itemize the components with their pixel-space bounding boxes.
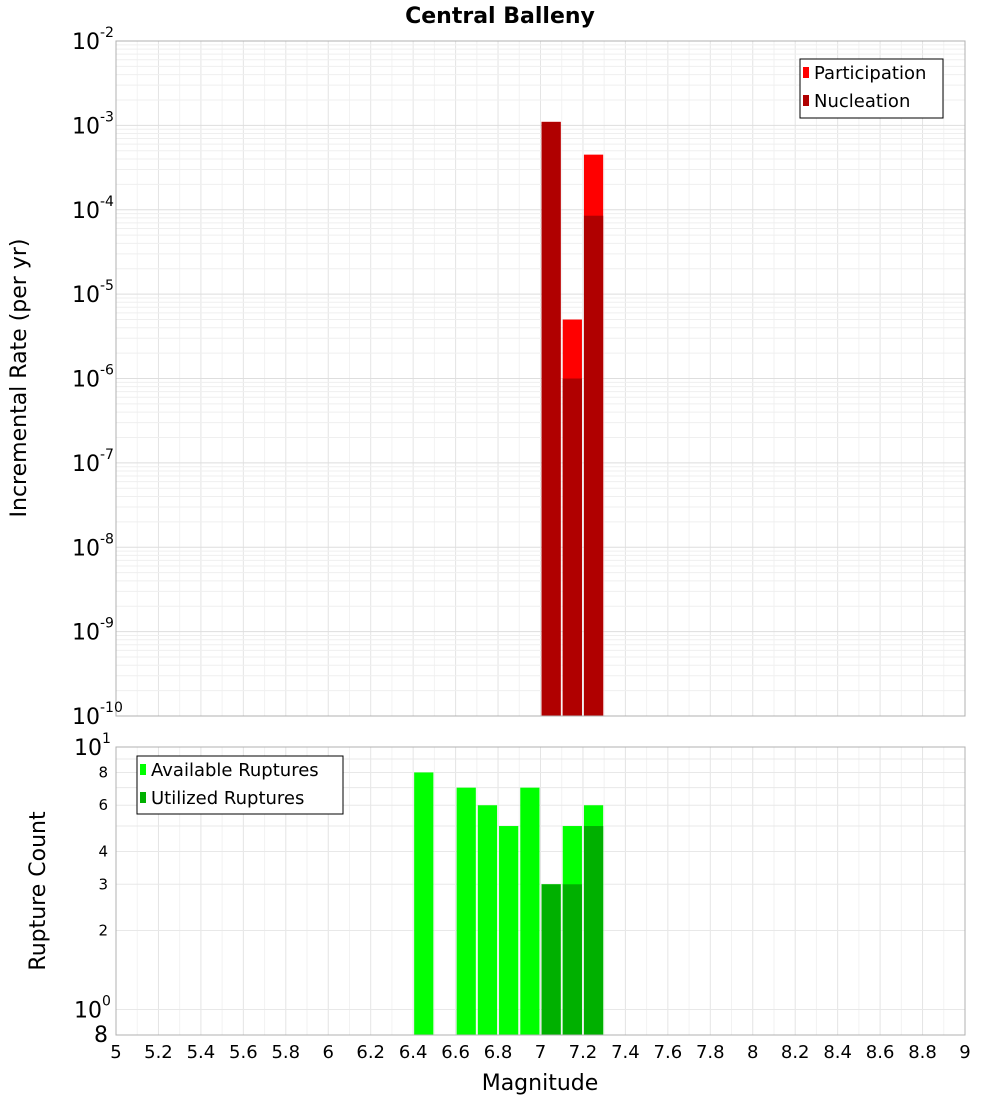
x-axis-label: Magnitude — [482, 1071, 599, 1096]
bottom-y-tick-label: 8 — [98, 763, 108, 781]
top-panel: 10-10 10-9 10-8 10-7 10-6 10-5 10-4 10-3 10-2 In… — [7, 25, 966, 730]
x-tick-label: 6 — [323, 1042, 334, 1063]
top-y-tick-label: 10-8 — [72, 531, 114, 561]
legend-label-nucleation: Nucleation — [814, 91, 910, 112]
bottom-y-tick-label: 6 — [98, 796, 108, 814]
top-y-tick-label: 10-10 — [72, 700, 123, 730]
bottom-y-min-tick-label: 8 — [94, 1023, 108, 1048]
bottom-plot-border — [115, 746, 966, 1036]
bottom-y-tick-label: 3 — [98, 875, 108, 893]
x-tick-label: 6.6 — [441, 1042, 470, 1063]
top-plot-border — [115, 40, 966, 717]
chart-title: Central Balleny — [405, 4, 595, 29]
legend-label-available: Available Ruptures — [151, 760, 319, 781]
x-tick-label: 9 — [959, 1042, 970, 1063]
x-tick-label: 6.2 — [356, 1042, 385, 1063]
top-bars — [541, 121, 604, 717]
bottom-bars — [414, 772, 604, 1035]
legend-swatch-available — [140, 764, 146, 775]
bottom-bar-available-ruptures — [520, 787, 540, 1035]
x-tick-label: 7 — [535, 1042, 546, 1063]
top-y-ticks: 10-10 10-9 10-8 10-7 10-6 10-5 10-4 10-3 10-2 — [72, 25, 123, 730]
legend-swatch-utilized — [140, 792, 146, 803]
x-tick-label: 5.8 — [271, 1042, 300, 1063]
bottom-bar-utilized-ruptures — [541, 884, 561, 1035]
x-tick-label: 7.8 — [696, 1042, 725, 1063]
x-ticks: 5 5.2 5.4 5.6 5.8 6 6.2 6.4 6.6 6.8 7 7.2 7.4 7.6 7.8 8… — [110, 1042, 970, 1063]
top-y-tick-label: 10-7 — [72, 447, 114, 477]
top-legend-box — [799, 58, 944, 119]
bottom-y-major-tick-label: 101 — [74, 731, 111, 761]
bottom-y-tick-label: 2 — [98, 922, 108, 940]
x-tick-label: 7.2 — [569, 1042, 598, 1063]
top-y-tick-label: 10-9 — [72, 616, 114, 646]
top-bar-nucleation — [583, 215, 604, 717]
top-y-tick-label: 10-2 — [72, 25, 114, 55]
bottom-bar-available-ruptures — [499, 826, 519, 1035]
bottom-y-tick-label: 4 — [98, 842, 108, 860]
x-tick-label: 5.4 — [187, 1042, 216, 1063]
top-grid — [115, 41, 966, 717]
top-y-tick-label: 10-5 — [72, 278, 114, 308]
x-tick-label: 6.4 — [399, 1042, 428, 1063]
x-tick-label: 8.4 — [823, 1042, 852, 1063]
x-tick-label: 5 — [110, 1042, 121, 1063]
x-tick-label: 8.2 — [781, 1042, 810, 1063]
top-y-tick-label: 10-6 — [72, 363, 114, 393]
x-tick-label: 5.6 — [229, 1042, 258, 1063]
bottom-legend: Available Ruptures Utilized Ruptures — [136, 755, 344, 815]
legend-swatch-nucleation — [803, 95, 809, 106]
top-y-tick-label: 10-4 — [72, 194, 114, 224]
top-y-axis-label: Incremental Rate (per yr) — [7, 239, 32, 518]
x-tick-label: 8 — [747, 1042, 758, 1063]
legend-label-participation: Participation — [814, 63, 926, 84]
legend-swatch-participation — [803, 67, 809, 78]
x-tick-label: 5.2 — [144, 1042, 173, 1063]
x-tick-label: 7.6 — [654, 1042, 683, 1063]
legend-label-utilized: Utilized Ruptures — [151, 788, 304, 809]
top-y-tick-label: 10-3 — [72, 109, 114, 139]
x-tick-label: 7.4 — [611, 1042, 640, 1063]
top-legend: Participation Nucleation — [799, 58, 944, 119]
x-tick-label: 8.8 — [908, 1042, 937, 1063]
bottom-legend-box — [136, 755, 344, 815]
bottom-bar-utilized-ruptures — [583, 826, 604, 1035]
bottom-bar-utilized-ruptures — [562, 884, 582, 1035]
bottom-y-axis-label: Rupture Count — [26, 811, 51, 971]
bottom-bar-available-ruptures — [477, 805, 498, 1035]
x-tick-label: 8.6 — [866, 1042, 895, 1063]
bottom-bar-available-ruptures — [414, 772, 434, 1035]
x-tick-label: 6.8 — [484, 1042, 513, 1063]
bottom-y-major-tick-label: 100 — [74, 994, 111, 1024]
top-bar-nucleation — [541, 121, 561, 716]
bottom-bar-available-ruptures — [456, 787, 476, 1035]
top-bar-nucleation — [562, 378, 582, 716]
